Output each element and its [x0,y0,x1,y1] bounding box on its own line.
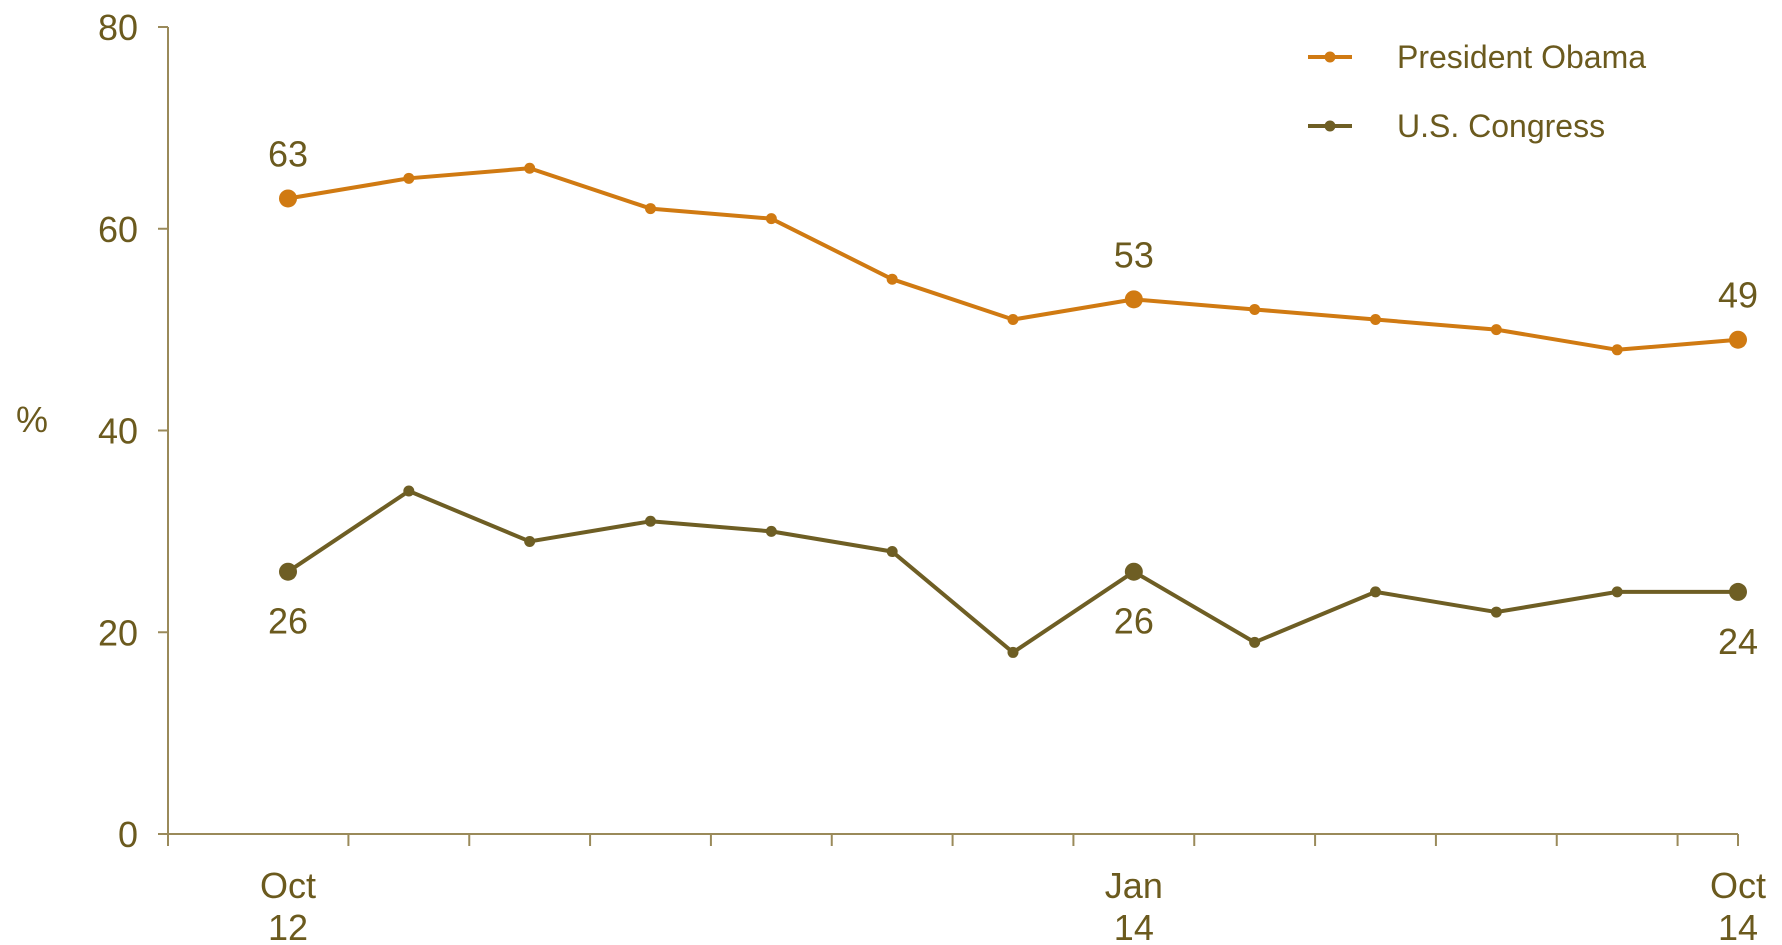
data-point [1007,314,1019,326]
data-point [1249,636,1261,648]
data-point [279,189,297,208]
data-point [645,515,656,527]
data-point [1611,344,1623,356]
data-point [886,546,898,558]
data-point [765,213,777,225]
data-point [1729,582,1747,601]
x-tick-label: 14 [1114,907,1154,945]
data-point [1729,330,1747,349]
series-layer: 63 53 49 26 26 24 [268,133,1758,661]
data-point [1007,646,1019,658]
data-point [765,525,777,537]
legend: President Obama U.S. Congress [1308,39,1646,144]
data-point [1249,303,1261,315]
y-axis-label: % [16,399,48,440]
y-tick-label: 0 [118,814,138,855]
data-point [645,203,656,215]
legend-item: President Obama [1308,39,1646,75]
data-point [1124,290,1143,309]
legend-item: U.S. Congress [1308,108,1605,144]
data-label: 63 [268,133,308,174]
data-label: 53 [1114,234,1154,275]
data-label: 49 [1718,275,1758,316]
data-point [1611,586,1623,598]
x-tick-label: 12 [268,907,308,945]
data-point [1370,314,1381,326]
data-label: 26 [1114,601,1154,642]
data-point [1370,586,1381,598]
data-point [886,273,898,285]
data-label: 24 [1718,621,1758,662]
x-tick-label: Oct [1710,865,1766,906]
data-point [524,535,536,547]
y-tick-label: 20 [98,612,138,653]
legend-label: U.S. Congress [1397,108,1605,144]
data-point [1490,606,1502,618]
data-point [1124,562,1143,581]
data-point [524,162,536,174]
x-tick-label: 14 [1718,907,1758,945]
x-tick-label: Oct [260,865,316,906]
legend-swatch-marker [1324,51,1336,63]
data-label: 26 [268,601,308,642]
legend-swatch-marker [1324,120,1336,132]
y-tick-label: 60 [98,209,138,250]
series-us-congress: 26 26 24 [268,485,1758,662]
data-point [279,562,297,581]
data-point [1490,324,1502,336]
series-line [286,489,1738,655]
y-tick-label: 80 [98,7,138,48]
series-president-obama: 63 53 49 [268,133,1758,356]
data-point [403,172,415,184]
legend-label: President Obama [1397,39,1646,75]
x-tick-label: Jan [1105,865,1163,906]
y-tick-label: 40 [98,411,138,452]
data-point [403,485,415,497]
